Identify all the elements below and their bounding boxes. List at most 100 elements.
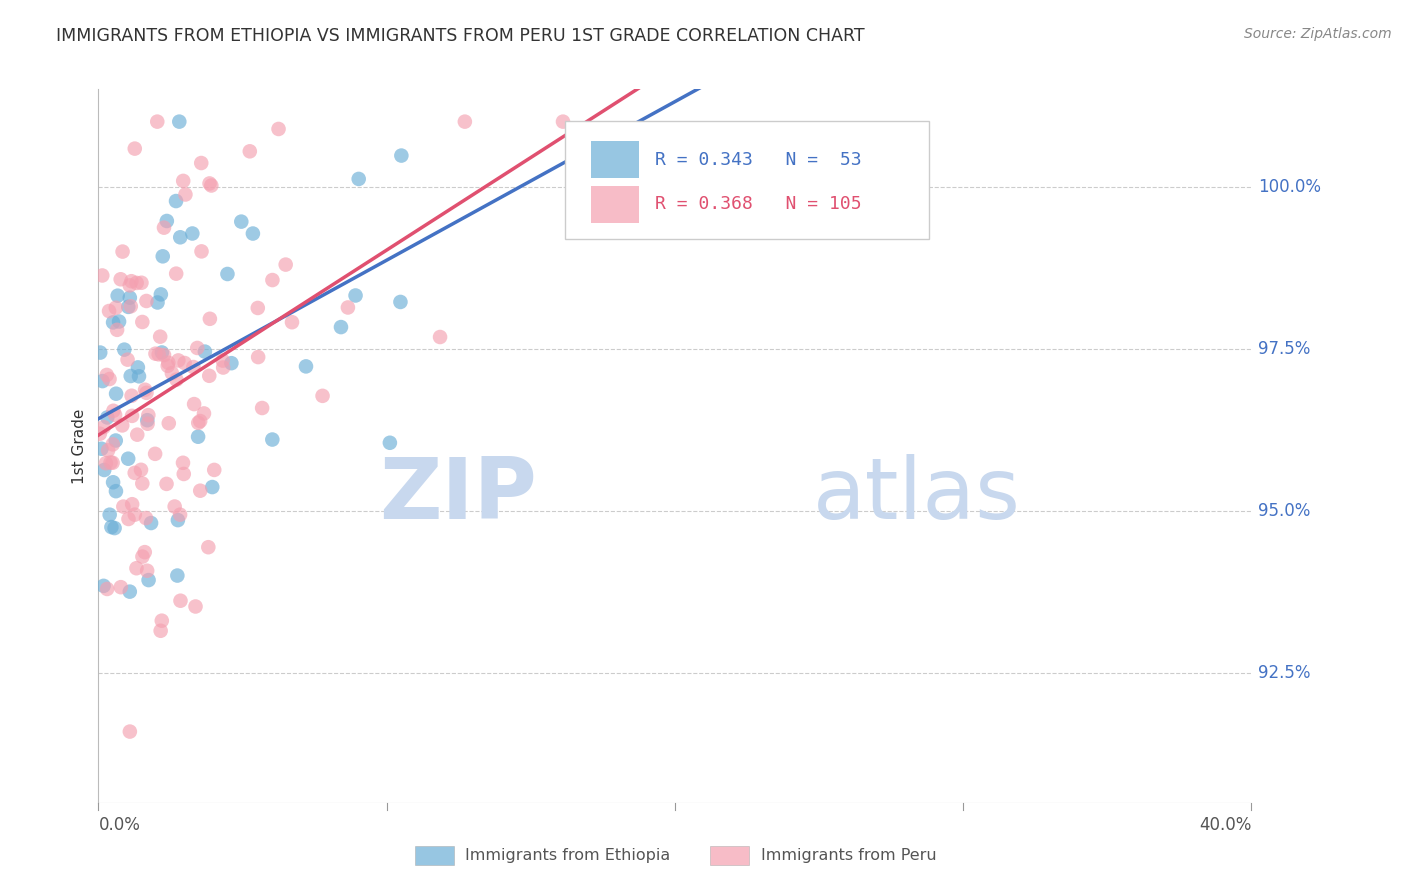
Text: 0.0%: 0.0% bbox=[98, 816, 141, 834]
Point bbox=[153, 348, 176, 362]
Point bbox=[347, 172, 370, 186]
Point bbox=[104, 408, 127, 422]
Point bbox=[181, 227, 204, 241]
Point bbox=[145, 346, 167, 360]
Point bbox=[128, 369, 150, 384]
Point bbox=[98, 508, 121, 522]
Point bbox=[112, 500, 135, 514]
Point bbox=[169, 114, 191, 128]
Point bbox=[344, 288, 367, 302]
Point bbox=[138, 573, 160, 587]
Point bbox=[125, 561, 148, 575]
Point bbox=[201, 480, 224, 494]
Point bbox=[153, 220, 176, 235]
Point bbox=[105, 386, 128, 401]
Point bbox=[250, 401, 273, 415]
Text: 40.0%: 40.0% bbox=[1199, 816, 1251, 834]
Text: 97.5%: 97.5% bbox=[1258, 340, 1310, 358]
Text: R = 0.343   N =  53: R = 0.343 N = 53 bbox=[655, 151, 862, 169]
Y-axis label: 1st Grade: 1st Grade bbox=[72, 409, 87, 483]
Point bbox=[330, 320, 353, 334]
Point bbox=[125, 276, 148, 290]
Point bbox=[221, 356, 243, 370]
Point bbox=[118, 278, 141, 293]
Point bbox=[152, 249, 174, 263]
Point bbox=[211, 353, 233, 368]
Point bbox=[242, 227, 264, 241]
Point bbox=[108, 314, 131, 328]
Point bbox=[165, 267, 187, 281]
Point bbox=[150, 345, 173, 359]
Point bbox=[117, 352, 139, 367]
Point bbox=[136, 417, 159, 431]
Point bbox=[169, 508, 191, 522]
Point bbox=[93, 420, 115, 434]
Text: Immigrants from Peru: Immigrants from Peru bbox=[761, 848, 936, 863]
Point bbox=[150, 614, 173, 628]
Point bbox=[197, 540, 219, 554]
Text: Source: ZipAtlas.com: Source: ZipAtlas.com bbox=[1244, 27, 1392, 41]
Point bbox=[143, 447, 166, 461]
Point bbox=[136, 413, 159, 427]
Point bbox=[187, 430, 209, 444]
Point bbox=[157, 356, 180, 370]
Point bbox=[202, 463, 225, 477]
Text: 100.0%: 100.0% bbox=[1258, 178, 1322, 195]
Point bbox=[194, 344, 217, 359]
Point bbox=[146, 295, 169, 310]
Text: 92.5%: 92.5% bbox=[1258, 664, 1310, 682]
Point bbox=[91, 374, 114, 388]
Point bbox=[454, 114, 477, 128]
Point bbox=[262, 433, 284, 447]
Point bbox=[183, 397, 205, 411]
Point bbox=[429, 330, 451, 344]
Point bbox=[139, 516, 162, 530]
Point bbox=[110, 580, 132, 594]
Point bbox=[156, 359, 179, 373]
Point bbox=[104, 301, 127, 315]
Point bbox=[183, 359, 205, 374]
Point bbox=[163, 500, 186, 514]
Point bbox=[111, 244, 134, 259]
Point bbox=[198, 311, 221, 326]
Point bbox=[121, 389, 143, 403]
Point bbox=[198, 368, 221, 383]
Point bbox=[104, 434, 127, 448]
Point bbox=[200, 178, 222, 193]
Point bbox=[274, 258, 297, 272]
Point bbox=[187, 416, 209, 430]
Point bbox=[103, 521, 125, 535]
Point bbox=[156, 214, 179, 228]
Point bbox=[193, 406, 215, 420]
Point bbox=[129, 463, 152, 477]
Text: R = 0.368   N = 105: R = 0.368 N = 105 bbox=[655, 195, 862, 213]
Point bbox=[172, 174, 194, 188]
Point bbox=[149, 329, 172, 343]
Point bbox=[101, 475, 124, 490]
Point bbox=[149, 287, 172, 301]
Point bbox=[103, 404, 125, 418]
Point bbox=[100, 455, 122, 469]
Point bbox=[120, 299, 142, 313]
Point bbox=[262, 273, 284, 287]
Point bbox=[184, 599, 207, 614]
Point bbox=[97, 443, 120, 458]
Point bbox=[146, 114, 169, 128]
Text: IMMIGRANTS FROM ETHIOPIA VS IMMIGRANTS FROM PERU 1ST GRADE CORRELATION CHART: IMMIGRANTS FROM ETHIOPIA VS IMMIGRANTS F… bbox=[56, 27, 865, 45]
Point bbox=[91, 268, 114, 283]
Point bbox=[172, 456, 194, 470]
Point bbox=[96, 368, 118, 382]
Point bbox=[212, 360, 235, 375]
Point bbox=[166, 568, 188, 582]
Point bbox=[148, 347, 170, 361]
Point bbox=[90, 442, 112, 456]
Point bbox=[96, 582, 118, 596]
Point bbox=[100, 520, 122, 534]
Text: Immigrants from Ethiopia: Immigrants from Ethiopia bbox=[465, 848, 671, 863]
Point bbox=[118, 724, 141, 739]
Point bbox=[267, 122, 290, 136]
Text: ZIP: ZIP bbox=[378, 454, 537, 538]
Point bbox=[89, 426, 111, 441]
Point bbox=[112, 343, 135, 357]
Point bbox=[134, 383, 156, 397]
